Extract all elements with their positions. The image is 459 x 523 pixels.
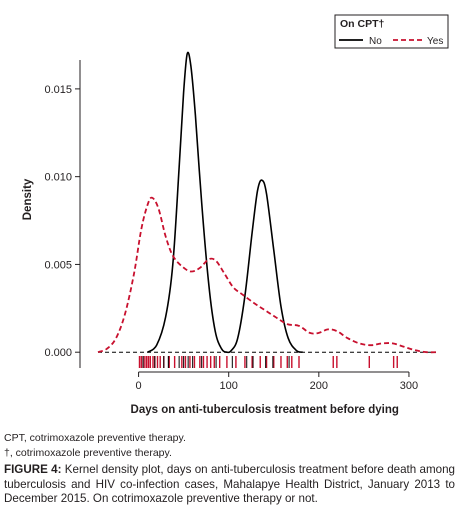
- x-tick-label: 200: [310, 380, 328, 392]
- x-axis-title: Days on anti-tuberculosis treatment befo…: [131, 404, 399, 416]
- footnote-dagger: †, cotrimoxazole preventive therapy.: [4, 447, 172, 459]
- series-line-yes: [97, 196, 437, 354]
- x-tick-label: 0: [136, 380, 142, 392]
- legend-box: [334, 14, 449, 49]
- caption-label: FIGURE 4:: [4, 463, 62, 476]
- y-tick-label: 0.000: [44, 347, 72, 359]
- series-layer: [97, 51, 437, 354]
- x-tick-label: 300: [400, 380, 418, 392]
- figure-caption: FIGURE 4: Kernel density plot, days on a…: [4, 463, 455, 507]
- legend-label-no: No: [369, 36, 382, 47]
- caption-text: Kernel density plot, days on anti-tuberc…: [4, 463, 455, 505]
- legend-title: On CPT†: [340, 18, 384, 30]
- legend: On CPT† No Yes: [334, 14, 449, 49]
- series-line-no: [147, 51, 303, 354]
- y-tick-label: 0.005: [44, 259, 72, 271]
- y-tick-label: 0.010: [44, 172, 72, 184]
- x-tick-label: 100: [220, 380, 238, 392]
- rug-layer: [138, 356, 398, 368]
- footnote-cpt: CPT, cotrimoxazole preventive therapy.: [4, 432, 186, 444]
- y-tick-label: 0.015: [44, 84, 72, 96]
- legend-label-yes: Yes: [427, 36, 443, 47]
- y-axis-title: Density: [22, 178, 34, 220]
